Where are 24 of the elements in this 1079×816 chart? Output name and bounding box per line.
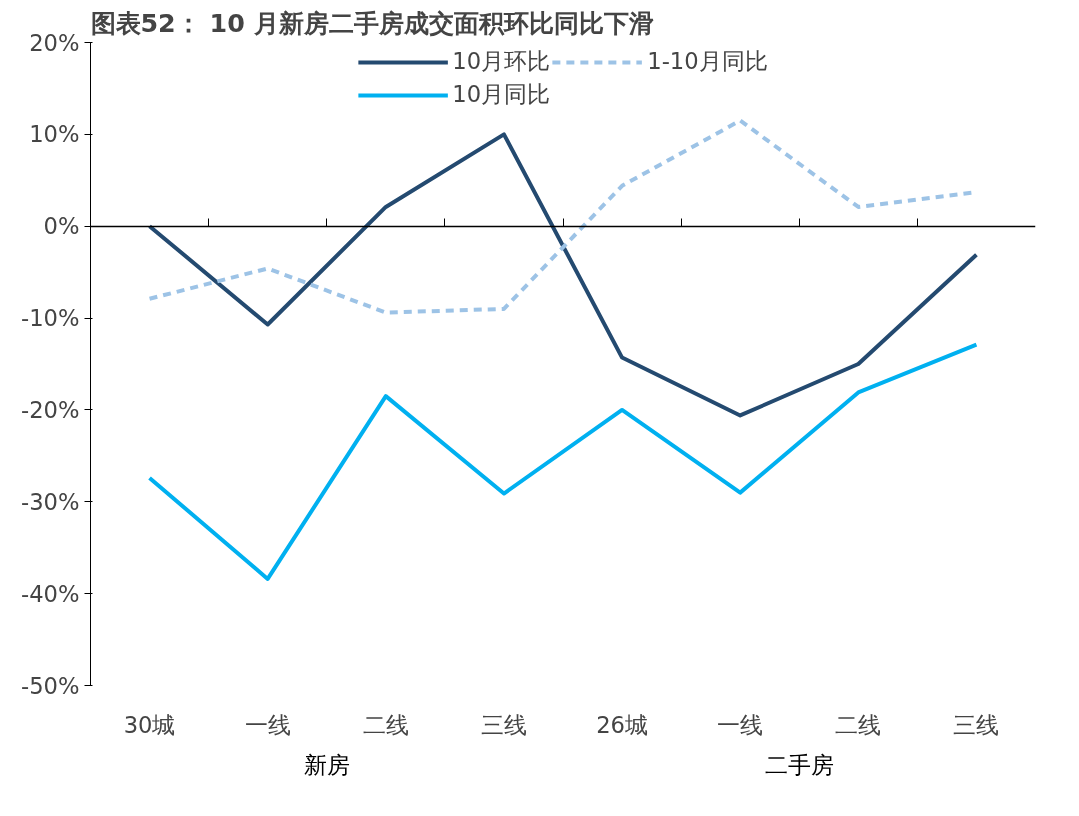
legend-label: 10月同比 (452, 80, 551, 109)
y-tick-label: -40% (20, 580, 80, 607)
legend-label: 1-10月同比 (647, 47, 768, 76)
text: 二手房 (764, 751, 834, 778)
x-tick-label: 二线 (362, 711, 409, 738)
y-tick-label: -30% (20, 488, 80, 515)
y-tick-label: -50% (20, 672, 80, 699)
x-tick-label: 26城 (596, 711, 648, 738)
x-tick-label: 一线 (717, 711, 764, 738)
line-series (147, 342, 979, 581)
y-tick-label: 0% (43, 213, 80, 240)
chart-title: 图表52： 10 月新房二手房成交面积环比同比下滑 (90, 7, 654, 38)
legend-label: 10月环比 (452, 47, 551, 76)
y-tick-label: -20% (20, 396, 80, 423)
text: 新房 (303, 751, 350, 778)
line-series (147, 132, 979, 418)
y-tick-label: 10% (29, 121, 80, 148)
x-tick-label: 一线 (244, 711, 291, 738)
x-tick-label: 三线 (480, 711, 527, 738)
x-tick-label: 30城 (123, 711, 176, 738)
y-tick-label: -10% (20, 305, 80, 332)
x-tick-label: 三线 (953, 711, 1000, 738)
x-tick-label: 二线 (835, 711, 882, 738)
y-tick-label: 20% (29, 29, 80, 56)
